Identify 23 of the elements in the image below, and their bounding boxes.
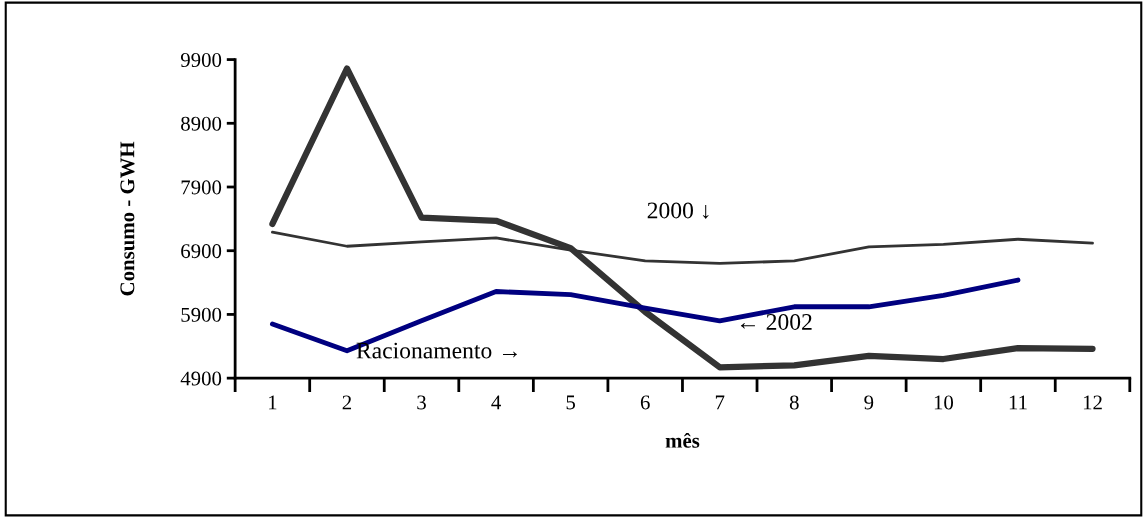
y-tick-label: 8900: [181, 116, 222, 131]
x-tick-label: 8: [789, 395, 799, 410]
x-tick-label: 11: [1009, 395, 1027, 410]
x-tick-label: 10: [934, 395, 954, 410]
annotation: 2000 ↓: [647, 202, 709, 219]
y-tick-label: 5900: [181, 307, 222, 322]
x-tick-label: 7: [715, 395, 725, 410]
x-tick-label: 9: [864, 395, 874, 410]
x-tick-label: 2: [342, 395, 352, 410]
x-tick-label: 4: [491, 395, 501, 410]
y-tick-label: 9900: [180, 52, 222, 67]
x-tick-label: 5: [566, 395, 576, 410]
x-tick-label: 3: [417, 395, 426, 410]
x-tick-label: 1: [269, 395, 277, 410]
x-axis-title: mês: [665, 432, 700, 448]
annotation: ← 2002: [740, 313, 812, 330]
y-tick-label: 7900: [181, 180, 222, 195]
annotation: Racionamento →: [356, 342, 517, 359]
y-axis-title: Consumo - GWH: [120, 141, 135, 296]
y-tick-label: 6900: [181, 244, 222, 259]
x-tick-label: 12: [1083, 395, 1102, 410]
y-tick-label: 4900: [180, 371, 222, 386]
x-tick-label: 6: [640, 395, 650, 410]
